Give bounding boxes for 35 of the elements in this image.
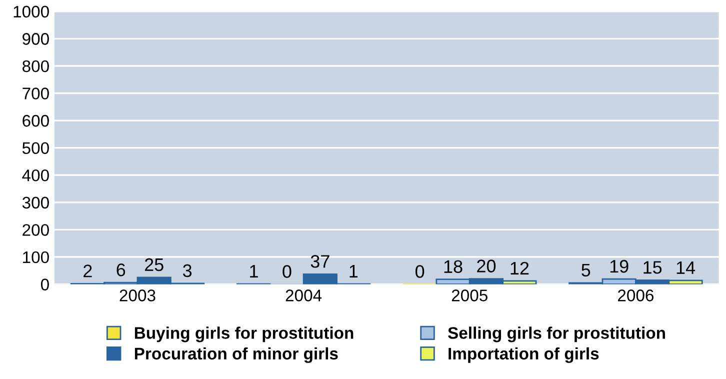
data-label: 15 — [644, 261, 662, 274]
data-label: 1 — [350, 265, 358, 278]
y-tick-label: 800 — [22, 60, 49, 72]
data-label: 0 — [415, 265, 424, 278]
legend-label: Selling girls for prostitution — [448, 326, 665, 342]
y-tick-label: 200 — [22, 224, 49, 236]
y-tick-label: 300 — [22, 196, 49, 209]
data-label: 6 — [116, 263, 126, 276]
data-label: 19 — [610, 260, 628, 273]
legend-label: Buying girls for prostitution — [134, 326, 354, 342]
x-tick-label: 2003 — [120, 290, 156, 302]
y-tick-label: 0 — [40, 278, 49, 290]
y-tick-label: 900 — [22, 33, 49, 45]
data-label: 5 — [582, 264, 590, 277]
data-label: 1 — [250, 265, 258, 278]
y-tick-label: 600 — [22, 114, 49, 127]
data-label: 20 — [477, 260, 496, 272]
legend-label: Procuration of minor girls — [134, 347, 338, 363]
y-tick-label: 500 — [22, 142, 49, 154]
data-label: 3 — [182, 264, 192, 278]
data-label: 14 — [676, 261, 696, 274]
data-label: 2 — [84, 264, 92, 278]
y-tick-label: 100 — [23, 251, 49, 264]
data-label: 25 — [144, 258, 164, 272]
data-label: 37 — [310, 255, 330, 268]
data-label: 0 — [282, 265, 292, 278]
data-label: 18 — [444, 260, 462, 273]
legend-label: Importation of girls — [448, 347, 599, 363]
x-tick-label: 2006 — [618, 290, 654, 302]
data-label: 12 — [510, 262, 529, 274]
x-tick-label: 2004 — [286, 290, 322, 302]
y-tick-label: 400 — [22, 170, 49, 182]
y-tick-label: 1000 — [14, 6, 49, 18]
x-tick-label: 2005 — [452, 290, 488, 302]
y-tick-label: 700 — [22, 88, 49, 100]
